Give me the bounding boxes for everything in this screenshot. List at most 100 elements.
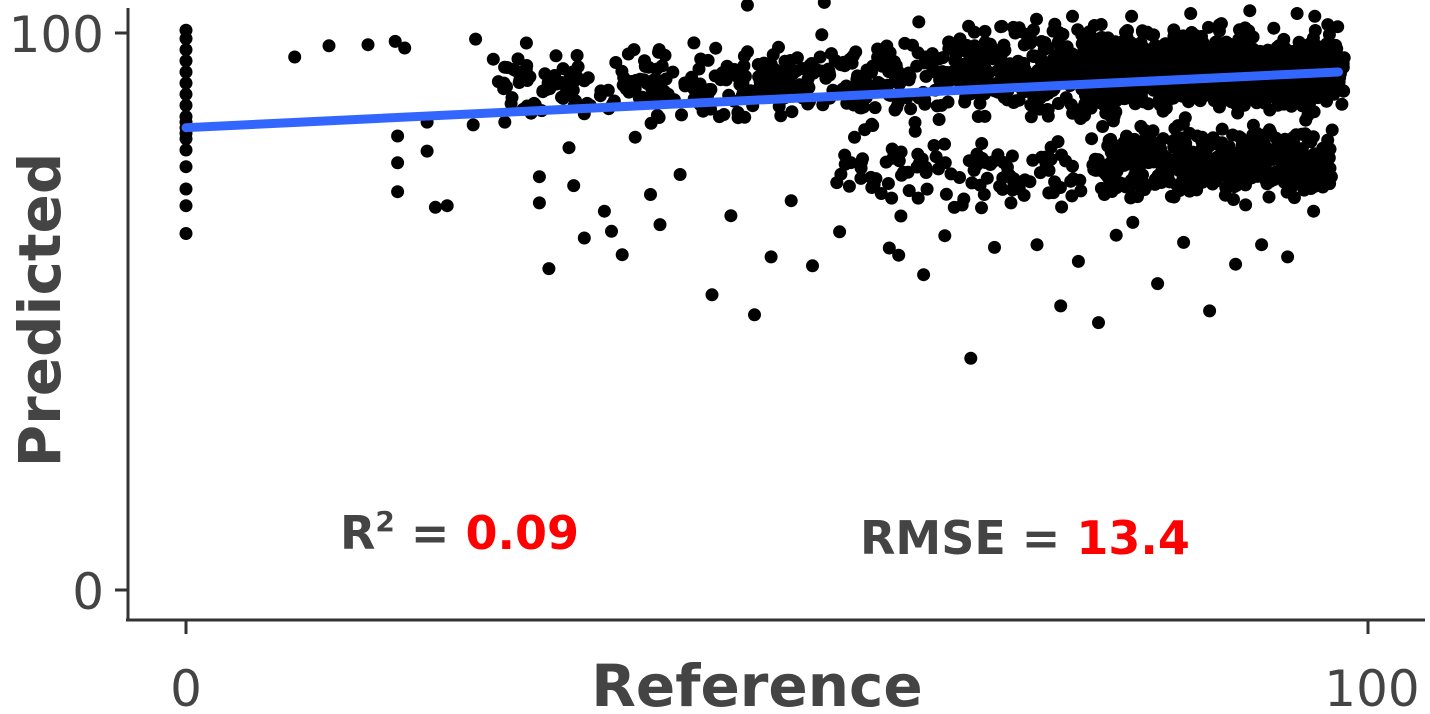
r2-annotation: R2 = 0.09 [340, 505, 579, 560]
data-point [1029, 67, 1043, 81]
data-point [1320, 37, 1334, 51]
data-point [1262, 190, 1276, 204]
x-tick-label-100: 100 [1324, 660, 1419, 714]
data-point [1131, 155, 1145, 169]
data-point [322, 39, 336, 53]
data-point [1063, 51, 1077, 65]
data-point [731, 106, 745, 119]
data-point [1166, 134, 1180, 148]
data-point [179, 65, 193, 79]
data-point [1164, 189, 1178, 203]
data-point [639, 76, 653, 90]
data-point [1179, 137, 1193, 150]
data-point [989, 48, 1003, 62]
data-point [1085, 30, 1099, 44]
data-point [1234, 131, 1248, 145]
data-point [179, 143, 193, 157]
data-point [978, 24, 992, 38]
data-point [736, 80, 749, 94]
data-point [881, 78, 895, 92]
x-axis-title: Reference [591, 652, 923, 714]
data-point [1121, 24, 1134, 37]
data-point [532, 196, 546, 210]
data-point [541, 76, 555, 90]
data-point [784, 194, 798, 208]
data-point [1232, 84, 1246, 97]
data-point [1318, 78, 1332, 92]
data-point [1080, 52, 1093, 66]
data-point [1324, 170, 1338, 184]
data-point [1102, 133, 1116, 147]
data-point [391, 129, 405, 143]
data-point [288, 50, 302, 64]
data-point [993, 62, 1007, 76]
data-point [806, 259, 819, 273]
data-point [1033, 166, 1047, 180]
data-point [1308, 24, 1322, 37]
data-point [1284, 82, 1298, 96]
data-point [1264, 77, 1278, 91]
data-point [1325, 123, 1339, 137]
r2-equals: = [395, 506, 466, 560]
data-point [815, 28, 829, 42]
data-point [440, 199, 454, 213]
data-point [1167, 23, 1181, 37]
data-point [844, 156, 858, 170]
data-point [1004, 196, 1018, 210]
data-point [1151, 136, 1165, 150]
data-point [988, 240, 1001, 254]
data-point [1281, 250, 1295, 264]
data-point [1092, 316, 1105, 330]
data-point [917, 268, 931, 282]
data-point [1183, 62, 1197, 76]
data-point [617, 71, 631, 85]
data-point [1245, 171, 1258, 185]
data-point [391, 156, 405, 170]
data-point [1277, 97, 1291, 111]
data-point [889, 59, 903, 72]
data-point [772, 40, 785, 54]
data-point [1085, 40, 1099, 54]
data-point [1322, 143, 1336, 157]
data-point [1204, 47, 1218, 61]
data-point [696, 104, 710, 118]
y-tick-label-0: 0 [72, 563, 104, 621]
data-point [469, 32, 483, 46]
data-point [1262, 142, 1276, 156]
data-point [542, 262, 556, 276]
data-point [978, 109, 992, 123]
data-point [565, 67, 579, 81]
data-point [557, 89, 571, 102]
data-point [567, 179, 581, 193]
data-point [919, 160, 933, 174]
data-point [1314, 156, 1328, 170]
data-point [1139, 142, 1153, 156]
data-point [179, 76, 193, 90]
data-point [748, 308, 761, 322]
data-point [644, 116, 658, 130]
data-point [1003, 169, 1017, 183]
data-point [644, 188, 657, 201]
data-point [727, 63, 741, 76]
r2-value: 0.09 [465, 506, 579, 560]
data-point [1005, 149, 1019, 163]
data-point [650, 73, 664, 87]
data-point [1335, 97, 1349, 111]
data-point [179, 32, 193, 46]
r2-label: R [340, 506, 375, 560]
data-point [949, 49, 963, 63]
data-point [1229, 257, 1243, 271]
data-point [1046, 24, 1060, 38]
data-point [950, 66, 964, 80]
y-axis-title: Predicted [6, 153, 74, 468]
data-point [1041, 109, 1055, 123]
data-point [1088, 152, 1102, 166]
data-point [1171, 53, 1185, 66]
data-point [892, 248, 906, 262]
data-point [1290, 7, 1304, 20]
data-point [1017, 38, 1031, 52]
data-point [388, 34, 402, 48]
data-point [1212, 24, 1226, 38]
data-point [929, 150, 943, 164]
data-point [902, 184, 916, 198]
